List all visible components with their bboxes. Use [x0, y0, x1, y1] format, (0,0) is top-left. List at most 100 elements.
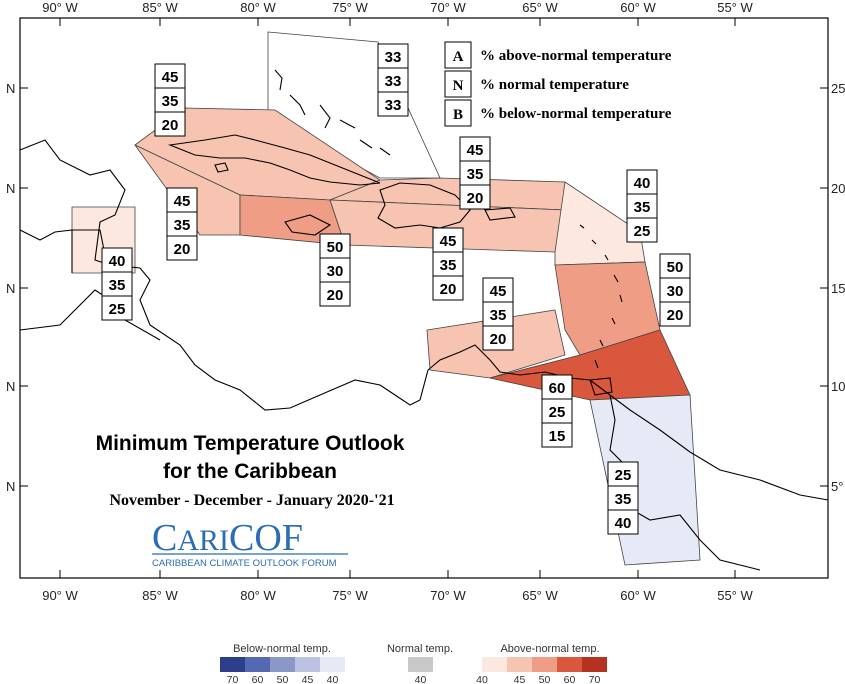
prob-value-b: 20 [162, 117, 179, 134]
prob-cell [101, 247, 133, 273]
colorbar-swatch [408, 657, 433, 672]
lon-labels-bottom: 90° W 85° W 80° W 75° W 70° W 65° W 60° … [42, 588, 753, 603]
colorbar-swatch [557, 657, 582, 672]
key-box-a [444, 41, 472, 69]
lon-label: 55° W [717, 0, 753, 15]
prob-cell [482, 277, 514, 303]
lon-label: 65° W [522, 588, 558, 603]
prob-cell [154, 63, 186, 89]
prob-value-n: 35 [162, 93, 179, 110]
lon-label: 55° W [717, 588, 753, 603]
colorbar-below-label: Below-normal temp. [233, 643, 331, 655]
colorbar-swatch [220, 657, 245, 672]
prob-value-b: 33 [385, 97, 402, 114]
key-box-b [444, 99, 472, 127]
lat-label: 25 [831, 81, 845, 96]
prob-value-a: 45 [467, 142, 484, 159]
key-letter-n: N [453, 78, 464, 94]
prob-value-n: 33 [385, 73, 402, 90]
tick-marks [20, 18, 828, 578]
colorbar-tick: 70 [227, 674, 239, 684]
prob-box-belize: 40 35 25 [101, 247, 133, 321]
prob-value-a: 40 [109, 253, 126, 270]
prob-cell [101, 295, 133, 321]
colorbar-tick: 60 [564, 674, 576, 684]
prob-box-hispaniola-north: 45 35 20 [459, 136, 491, 210]
prob-value-b: 40 [615, 515, 632, 532]
prob-value-n: 35 [174, 217, 191, 234]
prob-value-a: 45 [162, 69, 179, 86]
prob-cell [319, 281, 351, 307]
lat-label: 15 [831, 281, 845, 296]
caricof-logo: CARICOF CARIBBEAN CLIMATE OUTLOOK FORUM [152, 517, 348, 569]
lon-label: 90° W [42, 0, 78, 15]
lon-label: 80° W [240, 588, 276, 603]
prob-value-n: 35 [467, 166, 484, 183]
colorbar-tick: 45 [514, 674, 526, 684]
prob-value-n: 35 [615, 491, 632, 508]
lon-labels-top: 90° W 85° W 80° W 75° W 70° W 65° W 60° … [42, 0, 753, 15]
prob-value-b: 25 [109, 301, 126, 318]
logo-subtext: CARIBBEAN CLIMATE OUTLOOK FORUM [152, 558, 337, 569]
prob-value-a: 50 [667, 259, 684, 276]
prob-value-b: 20 [490, 331, 507, 348]
colorbar-tick: 50 [539, 674, 551, 684]
lon-label: 70° W [430, 0, 466, 15]
prob-cell [377, 91, 409, 117]
prob-cell [626, 169, 658, 195]
colorbar-above-swatches: 40 45 50 60 70 [476, 657, 607, 684]
key-box-n [444, 70, 472, 98]
map-period: November - December - January 2020-'21 [109, 492, 394, 509]
key-letter-b: B [453, 107, 463, 123]
colorbar-swatch [507, 657, 532, 672]
prob-cell [659, 301, 691, 327]
prob-cell [541, 422, 573, 448]
prob-box-hispaniola-south: 45 35 20 [432, 227, 464, 301]
prob-value-b: 20 [467, 190, 484, 207]
colorbar-swatch [320, 657, 345, 672]
probability-boxes: 33 33 33 45 35 20 45 35 20 50 30 20 45 35 20 45 35 20 40 35… [101, 43, 691, 535]
prob-value-n: 35 [109, 277, 126, 294]
lon-label: 60° W [620, 0, 656, 15]
lat-label: N [6, 81, 15, 96]
prob-value-n: 35 [634, 199, 651, 216]
colorbar-swatch [245, 657, 270, 672]
prob-value-n: 30 [667, 283, 684, 300]
map-title-line1: Minimum Temperature Outlook [96, 432, 405, 455]
prob-value-n: 35 [490, 307, 507, 324]
prob-value-b: 25 [634, 223, 651, 240]
prob-value-n: 30 [327, 263, 344, 280]
prob-value-b: 20 [327, 287, 344, 304]
prob-cell [154, 87, 186, 113]
lon-label: 85° W [142, 588, 178, 603]
colorbar-swatch [532, 657, 557, 672]
region-bahamas [267, 31, 441, 179]
prob-cell [377, 67, 409, 93]
lat-label: 20 [831, 181, 845, 196]
colorbar-tick: 45 [302, 674, 314, 684]
colorbar-tick: 70 [589, 674, 601, 684]
lon-label: 75° W [332, 588, 368, 603]
prob-cell [626, 217, 658, 243]
colorbar-below-swatches: 70 60 50 45 40 [220, 657, 345, 684]
map-title-line2: for the Caribbean [163, 460, 337, 483]
prob-cell [626, 193, 658, 219]
colorbar-swatch [482, 657, 507, 672]
prob-cell [154, 111, 186, 137]
lat-label: N [6, 379, 15, 394]
lon-label: 85° W [142, 0, 178, 15]
lat-label: 5° [831, 479, 843, 494]
prob-cell [482, 325, 514, 351]
prob-cell [166, 211, 198, 237]
logo-wordmark: CARICOF [152, 517, 303, 559]
colorbar-normal-label: Normal temp. [387, 643, 453, 655]
colorbar-swatch [295, 657, 320, 672]
key-text-n: % normal temperature [480, 77, 629, 93]
colorbar-tick: 40 [415, 674, 427, 684]
prob-cell [459, 184, 491, 210]
prob-cell [459, 136, 491, 162]
lon-label: 75° W [332, 0, 368, 15]
abn-key: A % above-normal temperature N % normal … [444, 41, 672, 127]
lon-label: 70° W [430, 588, 466, 603]
